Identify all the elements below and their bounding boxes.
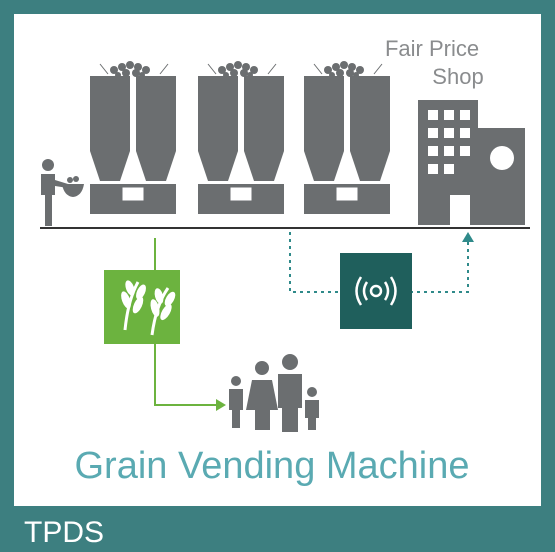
diagram: Fair Price Shop <box>0 0 555 552</box>
infographic: Fair Price Shop <box>0 0 555 552</box>
diagram-title: Grain Vending Machine <box>74 445 469 487</box>
footer-label: TPDS <box>24 516 104 549</box>
shop-label: Fair Price <box>385 36 479 61</box>
shop-label: Shop <box>432 64 483 89</box>
